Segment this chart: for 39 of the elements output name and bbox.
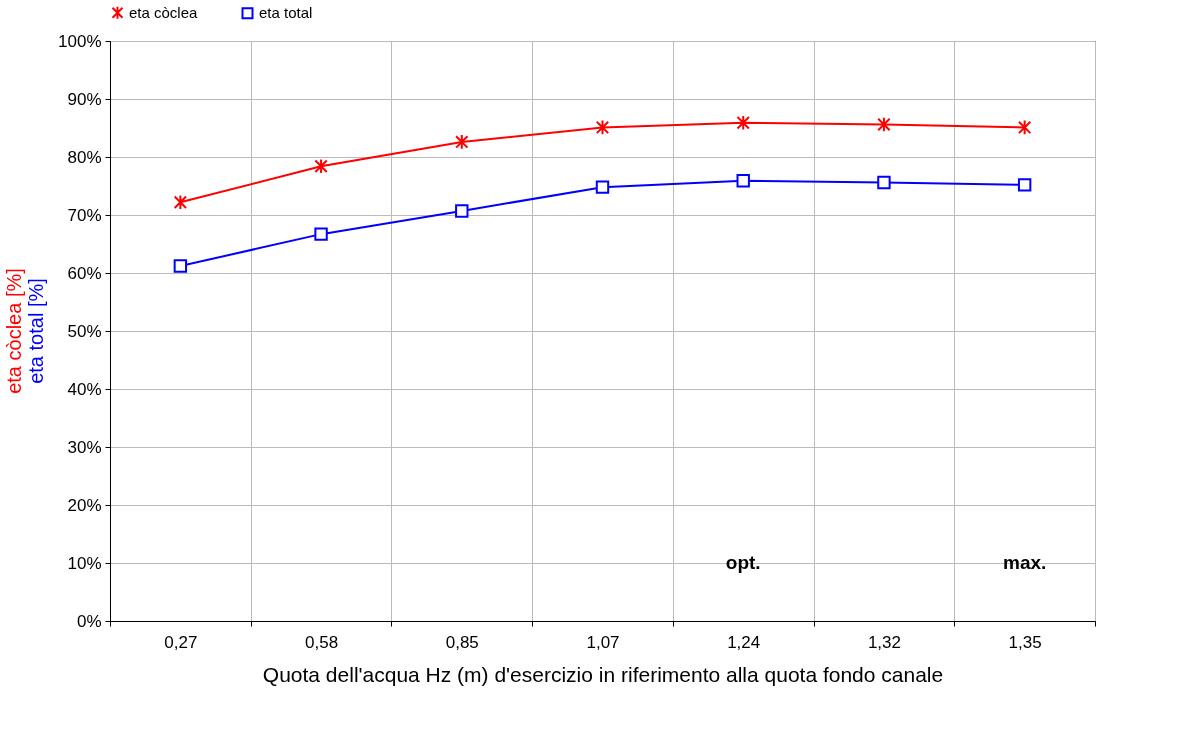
point [173, 194, 188, 211]
y-tick-label: 20% [67, 495, 102, 515]
y-axis-title: eta total [%] [25, 278, 47, 384]
x-tick-label: 1,07 [586, 632, 620, 652]
point [736, 114, 750, 131]
point [1017, 119, 1032, 136]
point [595, 180, 610, 194]
legend-label: eta total [259, 4, 313, 22]
y-tick-label: 10% [67, 553, 102, 573]
point [877, 175, 891, 190]
point [314, 158, 328, 175]
point [455, 134, 469, 150]
point [877, 116, 891, 133]
x-tick-label: 0,58 [305, 632, 339, 652]
annotation: opt. [725, 552, 761, 573]
point [736, 174, 750, 188]
y-tick-label: 0% [76, 611, 102, 631]
y-tick-label: 40% [67, 379, 102, 399]
y-tick-label: 80% [67, 147, 102, 167]
point [173, 259, 188, 273]
y-tick-label: 60% [67, 263, 102, 283]
annotation: max. [1002, 552, 1047, 573]
y2-axis-title: eta còclea [%] [3, 268, 25, 394]
point [314, 227, 328, 241]
x-tick-label: 1,32 [867, 632, 901, 652]
x-tick-label: 1,24 [727, 632, 761, 652]
point [595, 119, 610, 136]
x-tick-label: 0,85 [445, 632, 479, 652]
legend-label: eta còclea [129, 3, 199, 21]
point [455, 204, 469, 218]
x-tick-label: 0,27 [164, 632, 198, 652]
y-tick-label: 50% [67, 321, 102, 341]
y-tick-label: 90% [67, 89, 102, 109]
y-tick-label: 30% [67, 437, 102, 457]
x-tick-label: 1,35 [1008, 632, 1042, 652]
x-axis-title: Quota dell'acqua Hz (m) d'esercizio in riferimento alla quota fondo canale [262, 662, 944, 686]
point [1017, 178, 1032, 192]
y-tick-label: 100% [58, 31, 102, 51]
y-tick-label: 70% [67, 205, 102, 225]
